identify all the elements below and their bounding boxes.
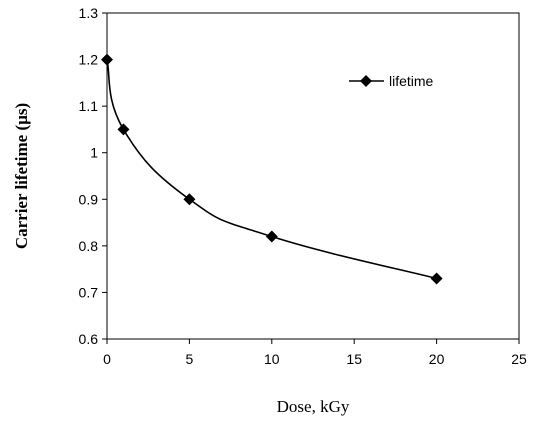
data-point-marker: [183, 193, 196, 206]
x-tick-label: 15: [346, 351, 362, 367]
data-point-marker: [117, 123, 130, 136]
x-axis-ticks: 0 5 10 15 20 25: [103, 339, 527, 367]
y-axis-title: Carrier lifetime (µs): [12, 103, 31, 249]
y-tick-label: 1.1: [79, 98, 99, 114]
y-tick-label: 0.7: [79, 284, 99, 300]
x-axis-title: Dose, kGy: [277, 397, 350, 416]
legend-label: lifetime: [389, 73, 434, 89]
y-tick-label: 0.9: [79, 191, 99, 207]
legend: lifetime: [349, 73, 434, 89]
data-point-marker: [265, 230, 278, 243]
series-line: [106, 59, 437, 280]
x-tick-label: 25: [511, 351, 527, 367]
data-point-marker: [101, 53, 113, 66]
x-tick-label: 20: [429, 351, 445, 367]
plot-area: [106, 12, 520, 340]
y-tick-label: 1.2: [79, 52, 99, 68]
y-tick-label: 0.6: [79, 331, 99, 347]
x-tick-label: 10: [264, 351, 280, 367]
y-tick-label: 0.8: [79, 238, 99, 254]
legend-diamond-marker: [360, 75, 372, 87]
series-layer: [101, 53, 443, 285]
data-point-marker: [430, 272, 443, 285]
y-tick-label: 1.3: [79, 5, 99, 21]
y-tick-label: 1: [90, 145, 98, 161]
x-tick-label: 0: [103, 351, 111, 367]
y-axis-ticks: 0.6 0.7 0.8 0.9 1 1.1 1.2 1.3: [79, 5, 107, 347]
x-tick-label: 5: [186, 351, 194, 367]
